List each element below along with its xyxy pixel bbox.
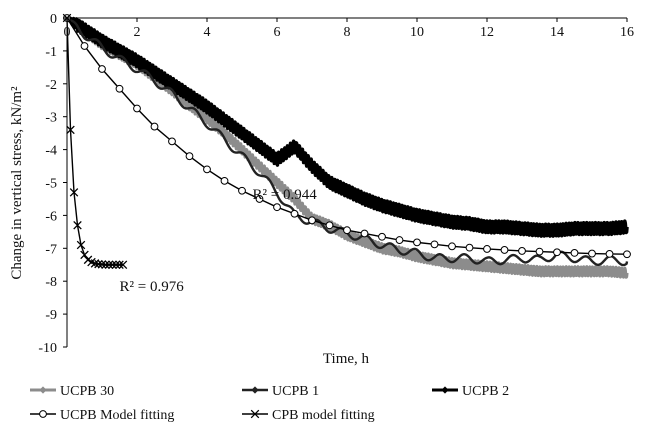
data-point bbox=[80, 42, 89, 50]
data-point bbox=[66, 125, 75, 135]
r-squared-annotation: R² = 0.944 bbox=[253, 187, 318, 203]
y-tick-label: -5 bbox=[45, 177, 57, 192]
data-point bbox=[104, 260, 114, 270]
legend-item-cpb-model-fitting: CPB model fitting bbox=[242, 408, 375, 423]
y-tick-label: -4 bbox=[45, 144, 57, 159]
y-axis-title: Change in vertical stress, kN/m² bbox=[9, 86, 25, 280]
data-point bbox=[111, 260, 121, 270]
data-point bbox=[108, 260, 117, 270]
data-point bbox=[133, 104, 141, 113]
legend-swatch-marker bbox=[441, 386, 449, 394]
data-point bbox=[430, 240, 439, 249]
series-ucpb-model-fitting bbox=[63, 14, 631, 259]
data-point bbox=[535, 247, 544, 256]
data-point bbox=[483, 245, 491, 253]
legend-item-ucpb-model-fitting: UCPB Model fitting bbox=[30, 408, 174, 423]
y-tick-label: 0 bbox=[50, 12, 57, 27]
x-tick-label: 4 bbox=[204, 25, 211, 40]
series-ucpb-30 bbox=[65, 16, 629, 279]
legend-item-ucpb-1: UCPB 1 bbox=[242, 384, 319, 399]
legend-label: CPB model fitting bbox=[272, 408, 375, 423]
legend-label: UCPB Model fitting bbox=[60, 408, 174, 423]
x-tick-label: 14 bbox=[550, 25, 564, 40]
y-tick-label: -2 bbox=[45, 78, 57, 93]
annotations: R² = 0.944 R² = 0.976 bbox=[120, 187, 318, 295]
data-point bbox=[290, 209, 299, 218]
data-point bbox=[98, 65, 106, 73]
data-point bbox=[76, 240, 86, 250]
legend-item-ucpb-30: UCPB 30 bbox=[30, 384, 114, 399]
plot-area bbox=[62, 13, 631, 279]
x-axis-title: Time, h bbox=[323, 351, 370, 367]
x-tick-label: 8 bbox=[344, 25, 351, 40]
x-tick-label: 2 bbox=[134, 25, 141, 40]
axes: 0 2 4 6 8 10 12 14 16 0 -1 -2 -3 -4 -5 -6 -7 -8 -9 -10 bbox=[38, 12, 634, 356]
legend-swatch-marker bbox=[39, 386, 47, 394]
y-tick-label: -10 bbox=[38, 341, 57, 356]
x-tick-label: 10 bbox=[410, 25, 424, 40]
data-point bbox=[553, 248, 561, 257]
data-point bbox=[518, 247, 526, 255]
data-point bbox=[69, 188, 79, 197]
data-point bbox=[97, 260, 107, 269]
y-tick-label: -8 bbox=[45, 275, 57, 290]
legend-label: UCPB 1 bbox=[272, 384, 319, 399]
data-point bbox=[115, 84, 124, 93]
data-point bbox=[605, 249, 614, 258]
series-line bbox=[65, 16, 629, 238]
data-point bbox=[588, 249, 596, 258]
data-point bbox=[255, 195, 264, 203]
data-point bbox=[238, 186, 246, 195]
legend-item-ucpb-2: UCPB 2 bbox=[432, 384, 509, 399]
legend-label: UCPB 2 bbox=[462, 384, 509, 399]
y-tick-label: -1 bbox=[45, 45, 57, 60]
data-point bbox=[150, 122, 159, 131]
legend-swatch-marker bbox=[250, 409, 260, 419]
data-point bbox=[101, 260, 110, 270]
data-point bbox=[94, 259, 103, 269]
x-tick-label: 16 bbox=[620, 25, 634, 40]
data-point bbox=[500, 246, 509, 254]
data-point bbox=[360, 229, 369, 238]
data-point bbox=[378, 232, 386, 241]
data-point bbox=[273, 203, 281, 212]
data-point bbox=[308, 216, 316, 225]
y-tick-label: -7 bbox=[45, 242, 57, 257]
data-point bbox=[623, 250, 631, 259]
legend-label: UCPB 30 bbox=[60, 384, 114, 399]
series-ucpb-2 bbox=[65, 16, 629, 238]
data-point bbox=[465, 243, 474, 252]
series-cpb-model-fitting bbox=[62, 13, 128, 270]
legend: UCPB 30 UCPB 1 UCPB 2 UCPB Model fitting CPB… bbox=[30, 384, 509, 423]
data-point bbox=[118, 260, 128, 270]
legend-swatch-marker bbox=[39, 410, 47, 418]
data-point bbox=[203, 165, 211, 174]
data-point bbox=[448, 242, 456, 251]
x-tick-label: 0 bbox=[64, 25, 71, 40]
data-point bbox=[343, 226, 351, 235]
data-point bbox=[395, 236, 404, 244]
data-point bbox=[413, 238, 421, 247]
y-tick-label: -9 bbox=[45, 308, 57, 323]
data-point bbox=[168, 137, 176, 146]
series-line bbox=[65, 16, 629, 279]
legend-swatch-marker bbox=[251, 386, 259, 394]
data-point bbox=[325, 221, 334, 230]
x-tick-label: 12 bbox=[480, 25, 494, 40]
series-line bbox=[66, 17, 628, 255]
data-point bbox=[73, 221, 82, 230]
data-point bbox=[220, 176, 229, 185]
data-point bbox=[115, 260, 124, 270]
data-point bbox=[80, 250, 89, 260]
data-point bbox=[570, 249, 579, 257]
y-tick-label: -3 bbox=[45, 111, 57, 126]
r-squared-annotation: R² = 0.976 bbox=[120, 279, 185, 295]
y-tick-label: -6 bbox=[45, 209, 57, 224]
data-point bbox=[185, 152, 194, 161]
x-tick-label: 6 bbox=[274, 25, 281, 40]
